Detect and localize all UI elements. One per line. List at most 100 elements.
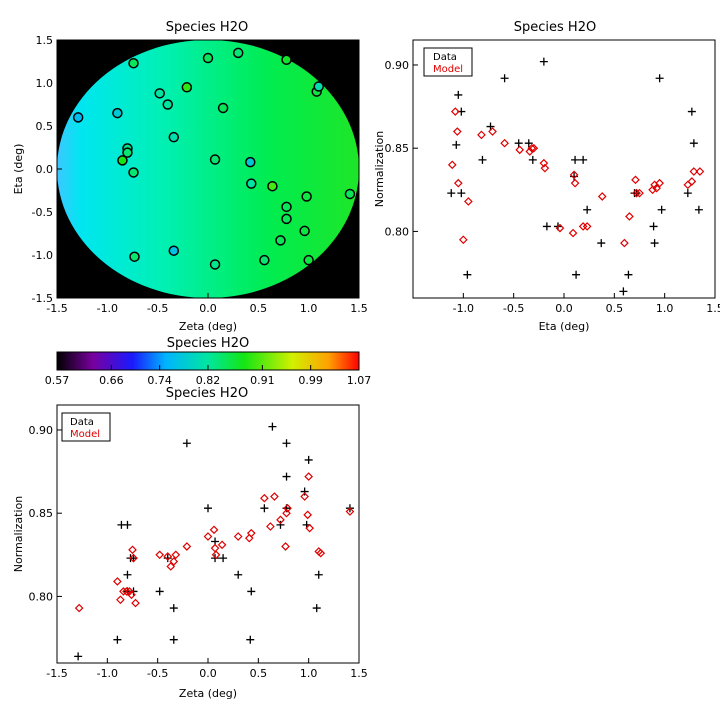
map-points xyxy=(72,47,356,270)
zeta-x-tick-label: 0.0 xyxy=(199,667,217,680)
eta-data-point xyxy=(683,189,692,198)
map-x-tick-label: 0.5 xyxy=(250,302,268,315)
eta-model-point xyxy=(500,138,509,148)
map-point xyxy=(299,225,310,237)
zeta-x-ticks: -1.5 -1.0 -0.5 0.0 0.5 1.0 1.5 xyxy=(46,658,368,680)
map-x-tick-label: 1.5 xyxy=(350,302,368,315)
zeta-model-point xyxy=(211,550,221,560)
eta-data-point xyxy=(528,155,537,164)
map-x-label: Zeta (deg) xyxy=(179,320,237,333)
zeta-data-point xyxy=(282,439,291,448)
zeta-data-point xyxy=(247,587,256,596)
eta-y-ticks: 0.80 0.85 0.90 xyxy=(385,59,418,238)
map-point xyxy=(168,131,180,143)
zeta-model-point xyxy=(209,525,219,535)
zeta-model-point xyxy=(246,528,256,538)
eta-data-point xyxy=(649,222,658,231)
eta-data-point xyxy=(447,189,456,198)
eta-x-tick-label: 1.5 xyxy=(706,302,720,315)
colorbar-tick-label: 0.91 xyxy=(250,374,275,387)
zeta-model-point xyxy=(116,595,125,605)
map-point xyxy=(313,81,324,92)
eta-legend: Data Model xyxy=(423,47,473,77)
map-x-tick-label: 0.0 xyxy=(199,302,217,315)
eta-y-tick-label: 0.80 xyxy=(385,225,410,238)
eta-data-point xyxy=(689,139,698,148)
map-y-tick-label: -1.5 xyxy=(32,292,53,305)
eta-model-point xyxy=(447,160,457,170)
zeta-model-point xyxy=(276,515,285,525)
eta-data-point xyxy=(655,74,664,83)
map-y-tick-label: -1.0 xyxy=(32,249,53,262)
map-point xyxy=(281,201,292,213)
zeta-model-point xyxy=(281,542,290,551)
eta-model-point xyxy=(635,188,644,198)
map-point xyxy=(209,259,221,270)
map-point xyxy=(245,156,256,168)
map-point xyxy=(281,213,292,225)
zeta-model-point xyxy=(131,598,140,608)
map-x-ticks: -1.5 -1.0 -0.5 0.0 0.5 1.0 1.5 xyxy=(46,293,368,315)
zeta-data-point xyxy=(300,487,309,496)
eta-data-point xyxy=(539,57,548,66)
eta-model-point xyxy=(568,228,578,238)
zeta-data-point xyxy=(282,472,291,481)
map-point xyxy=(129,251,140,262)
colorbar-tick-label: 1.07 xyxy=(347,374,372,387)
map-x-tick-label: -1.5 xyxy=(46,302,67,315)
zeta-model-point xyxy=(300,492,309,501)
zeta-data-point xyxy=(312,604,321,613)
eta-data-point xyxy=(500,74,509,83)
map-point xyxy=(301,191,312,202)
map-panel: Species H2O -1.5 -1.0 -0.5 0.0 0.5 1.0 1.5 -1.… xyxy=(12,20,368,333)
eta-model-point xyxy=(687,177,697,186)
eta-data-point xyxy=(571,155,580,164)
eta-model-point xyxy=(695,167,705,176)
eta-model-point xyxy=(450,107,460,116)
eta-data-point xyxy=(457,189,466,198)
map-y-tick-label: 1.0 xyxy=(36,77,54,90)
eta-x-tick-label: 0.5 xyxy=(606,302,624,315)
map-point xyxy=(267,180,278,192)
eta-data-point xyxy=(524,139,533,148)
eta-model-point xyxy=(464,197,473,206)
eta-data-point xyxy=(514,139,523,148)
map-y-ticks: -1.5 -1.0 -0.5 0.0 0.5 1.0 1.5 xyxy=(32,34,62,305)
zeta-model-point xyxy=(282,508,291,518)
zeta-model-point xyxy=(345,507,355,516)
zeta-model-point xyxy=(128,545,137,555)
eta-x-label: Eta (deg) xyxy=(539,320,590,333)
zeta-data-point xyxy=(155,587,164,596)
eta-model-point xyxy=(683,180,693,190)
zeta-x-tick-label: -1.0 xyxy=(97,667,118,680)
eta-data-point xyxy=(687,107,696,116)
eta-data-point xyxy=(597,239,606,248)
map-y-tick-label: 0.0 xyxy=(36,163,54,176)
eta-model-point xyxy=(540,163,550,173)
map-x-tick-label: 1.0 xyxy=(300,302,318,315)
map-point xyxy=(154,88,165,99)
zeta-y-label: Normalization xyxy=(12,496,25,572)
zeta-model-point xyxy=(166,562,176,571)
zeta-data-point xyxy=(314,570,323,579)
map-y-tick-label: 0.5 xyxy=(36,120,54,133)
zeta-data-point xyxy=(123,520,132,529)
zeta-frame xyxy=(56,404,360,664)
map-point xyxy=(181,82,193,93)
colorbar-title: Species H2O xyxy=(167,336,249,351)
zeta-x-tick-label: 0.5 xyxy=(250,667,268,680)
map-point xyxy=(281,54,292,66)
zeta-legend-model: Model xyxy=(70,429,100,440)
eta-legend-data: Data xyxy=(433,52,457,63)
eta-model-point xyxy=(452,127,462,136)
zeta-model-point xyxy=(155,550,165,560)
zeta-y-tick-label: 0.80 xyxy=(29,590,54,603)
zeta-data-point xyxy=(74,652,83,661)
map-point xyxy=(275,235,286,246)
eta-data-point xyxy=(583,205,592,214)
colorbar-tick-label: 0.82 xyxy=(196,374,221,387)
zeta-panel: Species H2O -1.5 -1.0 -0.5 0.0 0.5 1.0 1.5 0.8… xyxy=(12,386,368,700)
zeta-model-point xyxy=(217,540,227,550)
map-x-tick-label: -1.0 xyxy=(97,302,118,315)
eta-model-point xyxy=(529,143,539,153)
